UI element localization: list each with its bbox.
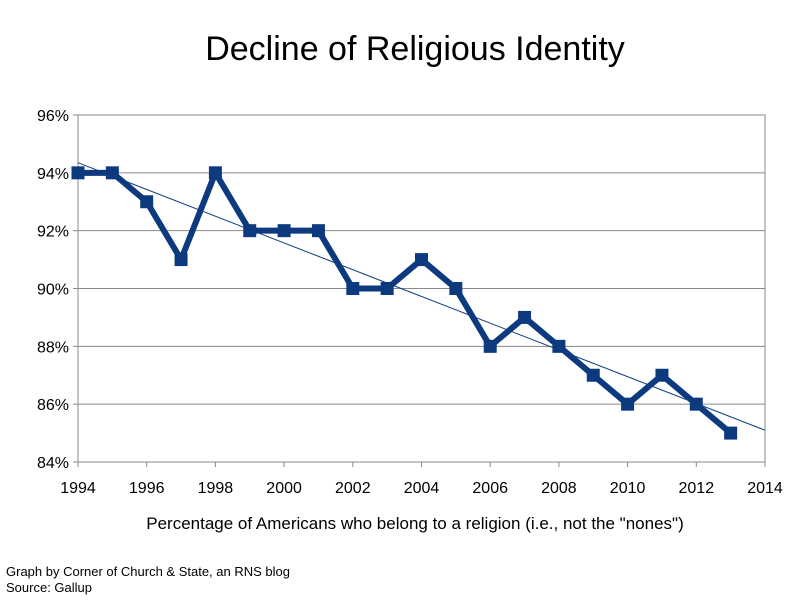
data-point-marker — [380, 282, 394, 295]
data-point-marker — [277, 224, 291, 238]
data-point-marker — [449, 282, 463, 295]
credit-text: Graph by Corner of Church & State, an RN… — [6, 564, 290, 579]
y-tick-label: 88% — [37, 339, 69, 356]
x-tick-label: 2004 — [404, 480, 440, 497]
y-tick-label: 94% — [37, 166, 69, 183]
series-line — [78, 166, 733, 436]
data-point-marker — [140, 195, 154, 209]
data-point-marker — [552, 339, 566, 353]
y-tick-label: 86% — [37, 397, 69, 414]
data-point-marker — [311, 224, 325, 238]
data-point-marker — [724, 426, 738, 440]
x-tick-label: 1996 — [129, 480, 165, 497]
data-point-marker — [415, 253, 428, 267]
data-point-marker — [243, 224, 257, 238]
data-point-marker — [586, 368, 600, 382]
data-point-marker — [71, 166, 85, 180]
data-point-marker — [655, 368, 669, 382]
x-tick-label: 2006 — [472, 480, 508, 497]
x-tick-label: 2012 — [679, 480, 715, 497]
x-axis-label: Percentage of Americans who belong to a … — [146, 514, 684, 533]
x-tick-label: 2008 — [541, 480, 577, 497]
x-tick-label: 2014 — [747, 480, 783, 497]
x-tick-label: 2010 — [610, 480, 646, 497]
x-tick-label: 1998 — [198, 480, 234, 497]
data-point-marker — [689, 397, 703, 411]
chart-title: Decline of Religious Identity — [205, 30, 625, 68]
axis-ticks: 84% 86% 88% 90% 92% 94% 96% 1994 1996 1998 2000 200… — [37, 108, 783, 497]
data-point-marker — [483, 339, 497, 353]
y-tick-label: 90% — [37, 282, 69, 299]
series-layer — [71, 166, 738, 440]
data-point-marker — [621, 397, 635, 411]
y-tick-label: 96% — [37, 108, 69, 125]
x-tick-label: 2002 — [335, 480, 371, 497]
y-tick-label: 92% — [37, 224, 69, 241]
data-point-marker — [174, 253, 188, 267]
data-point-marker — [208, 166, 222, 180]
source-text: Source: Gallup — [6, 580, 92, 595]
data-point-marker — [105, 166, 119, 180]
x-tick-label: 2000 — [266, 480, 302, 497]
x-tick-label: 1994 — [60, 480, 96, 497]
trendline — [77, 162, 766, 431]
data-point-marker — [518, 310, 532, 324]
y-tick-label: 84% — [37, 455, 69, 472]
trendline-layer — [77, 162, 766, 431]
data-point-marker — [346, 282, 360, 295]
